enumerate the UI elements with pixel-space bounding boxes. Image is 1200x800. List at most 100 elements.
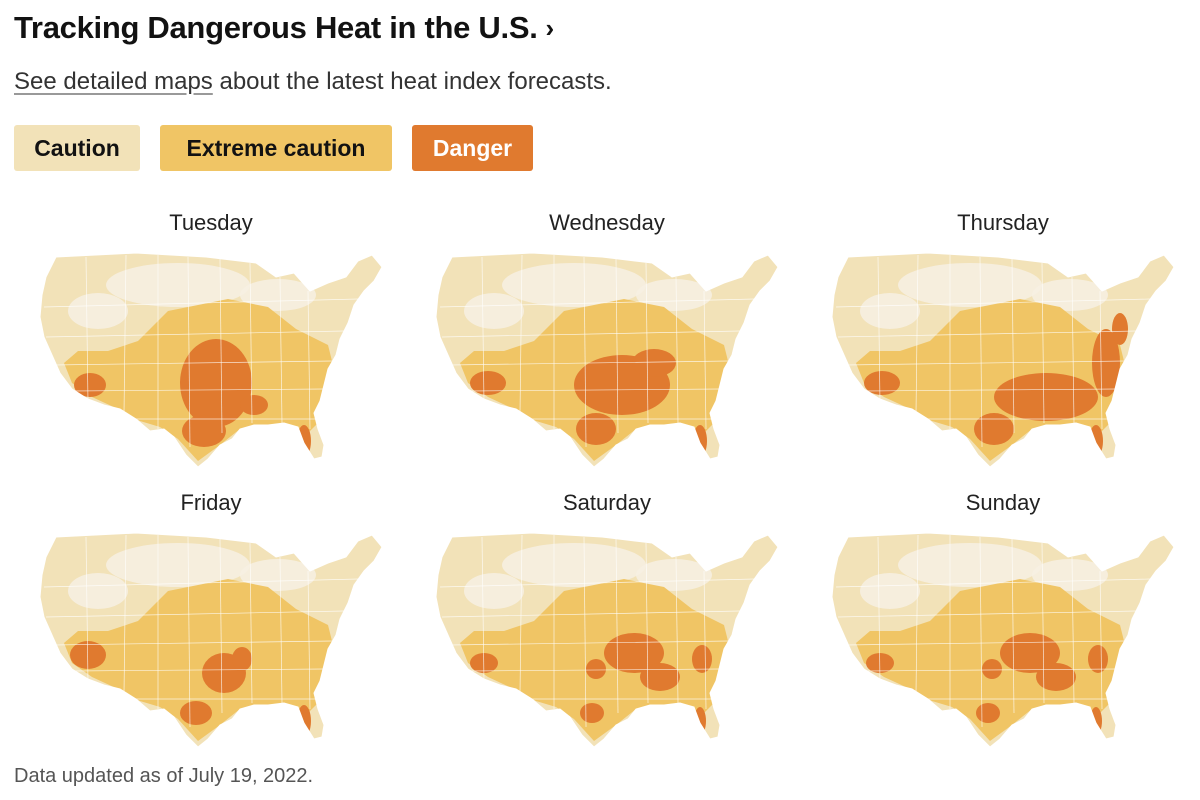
state-border — [703, 290, 707, 430]
extreme-caution-area — [856, 299, 1126, 461]
state-border — [645, 542, 649, 704]
heat-layers — [835, 534, 1151, 741]
state-border — [45, 330, 345, 338]
state-border — [123, 534, 127, 694]
state-border — [467, 668, 721, 672]
danger-area — [1000, 633, 1060, 673]
no-warning-area — [240, 279, 316, 311]
state-border — [123, 254, 127, 414]
danger-area — [1036, 663, 1076, 691]
map-day-label: Wednesday — [549, 210, 665, 235]
state-border — [979, 536, 983, 728]
danger-area — [692, 645, 712, 673]
state-border — [249, 542, 253, 704]
detailed-maps-link[interactable]: See detailed maps — [14, 68, 213, 95]
danger-area — [640, 663, 680, 691]
map-day-label: Saturday — [562, 490, 652, 515]
state-border — [675, 276, 679, 424]
state-border — [835, 578, 1151, 588]
subtitle: See detailed maps about the latest heat … — [14, 68, 612, 96]
us-heat-map — [39, 532, 383, 748]
no-warning-area — [68, 573, 128, 609]
state-border — [519, 254, 523, 414]
state-border — [307, 570, 311, 710]
legend-danger-label: Danger — [432, 134, 513, 161]
danger-area — [580, 703, 604, 723]
page-title: Tracking Dangerous Heat in the U.S. — [14, 10, 538, 45]
state-border — [43, 578, 359, 588]
danger-area — [180, 339, 252, 427]
heat-layers — [43, 254, 359, 461]
state-border — [219, 538, 223, 714]
map-panel-thursday: Thursday — [806, 205, 1200, 477]
state-border — [219, 258, 223, 434]
state-border — [43, 298, 359, 308]
map-grid: Tuesday Wednesday Thursday Friday Saturd… — [14, 205, 1200, 757]
state-border — [1099, 570, 1103, 710]
no-warning-area — [240, 559, 316, 591]
state-border — [645, 262, 649, 424]
danger-area — [232, 647, 252, 671]
state-border — [85, 256, 89, 404]
state-border — [71, 668, 325, 672]
no-warning-area — [106, 543, 250, 587]
state-border — [1011, 258, 1015, 434]
legend-extreme-caution: Extreme caution — [160, 125, 392, 171]
map-day-label: Tuesday — [169, 210, 253, 235]
legend: Caution Extreme caution Danger — [14, 125, 533, 171]
danger-area — [604, 633, 664, 673]
heat-layers — [439, 534, 755, 741]
heat-layers — [43, 534, 359, 741]
state-border — [1071, 556, 1075, 704]
state-border — [583, 256, 587, 448]
state-border — [449, 640, 729, 646]
map-panel-wednesday: Wednesday — [410, 205, 804, 477]
no-warning-area — [898, 543, 1042, 587]
danger-area — [470, 371, 506, 395]
state-border — [675, 556, 679, 704]
data-updated-note: Data updated as of July 19, 2022. — [14, 765, 314, 787]
no-warning-area — [636, 279, 712, 311]
title-link[interactable]: Tracking Dangerous Heat in the U.S. › — [14, 10, 554, 46]
subtitle-text: about the latest heat index forecasts. — [212, 68, 612, 95]
legend-caution: Caution — [14, 125, 140, 171]
state-border — [441, 610, 741, 618]
state-border — [1041, 542, 1045, 704]
state-border — [187, 536, 191, 728]
us-outline — [39, 252, 383, 468]
chevron-right-icon: › — [545, 12, 555, 43]
state-border — [837, 610, 1137, 618]
heat-layers — [835, 254, 1151, 461]
state-border — [439, 298, 755, 308]
no-warning-area — [898, 263, 1042, 307]
legend-caution-label: Caution — [34, 134, 120, 161]
no-warning-area — [106, 263, 250, 307]
no-warning-area — [502, 263, 646, 307]
danger-area — [1088, 645, 1108, 673]
danger-area — [576, 413, 616, 445]
us-outline — [831, 252, 1175, 468]
state-border — [703, 570, 707, 710]
map-day-label: Friday — [180, 490, 242, 515]
state-border — [915, 254, 919, 414]
state-border — [467, 388, 721, 392]
state-border — [279, 276, 283, 424]
state-border — [53, 640, 333, 646]
no-warning-area — [68, 293, 128, 329]
legend-extreme-caution-label: Extreme caution — [186, 134, 366, 161]
state-border — [481, 536, 485, 684]
state-border — [187, 256, 191, 448]
state-border — [837, 330, 1137, 338]
map-panel-saturday: Saturday — [410, 485, 804, 757]
state-border — [915, 534, 919, 694]
no-warning-area — [464, 573, 524, 609]
state-border — [1011, 538, 1015, 714]
danger-area — [632, 349, 676, 377]
danger-area — [976, 703, 1000, 723]
danger-area — [182, 415, 226, 447]
map-panel-friday: Friday — [14, 485, 408, 757]
us-outline — [831, 532, 1175, 748]
danger-area — [864, 371, 900, 395]
us-outline — [39, 532, 383, 748]
state-border — [53, 360, 333, 366]
